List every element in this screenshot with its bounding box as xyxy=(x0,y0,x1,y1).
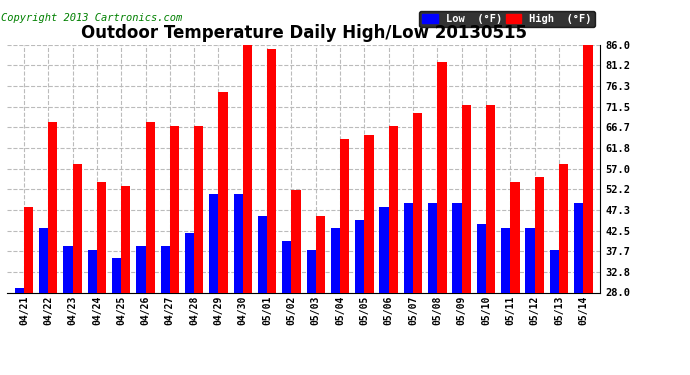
Bar xyxy=(525,228,535,375)
Bar xyxy=(316,216,325,375)
Bar xyxy=(161,246,170,375)
Bar xyxy=(404,203,413,375)
Bar xyxy=(486,105,495,375)
Bar xyxy=(428,203,437,375)
Bar xyxy=(258,216,267,375)
Bar xyxy=(559,165,568,375)
Bar xyxy=(501,228,511,375)
Bar xyxy=(170,126,179,375)
Bar xyxy=(137,246,146,375)
Bar xyxy=(48,122,57,375)
Legend: Low  (°F), High  (°F): Low (°F), High (°F) xyxy=(419,10,595,27)
Bar xyxy=(535,177,544,375)
Bar xyxy=(243,45,252,375)
Bar xyxy=(511,182,520,375)
Bar xyxy=(331,228,340,375)
Bar xyxy=(437,62,446,375)
Bar xyxy=(282,241,291,375)
Bar xyxy=(39,228,48,375)
Bar xyxy=(219,92,228,375)
Bar xyxy=(477,224,486,375)
Text: Copyright 2013 Cartronics.com: Copyright 2013 Cartronics.com xyxy=(1,13,182,23)
Bar xyxy=(355,220,364,375)
Bar xyxy=(574,203,583,375)
Bar xyxy=(291,190,301,375)
Bar xyxy=(388,126,398,375)
Bar xyxy=(380,207,388,375)
Bar xyxy=(72,165,82,375)
Bar xyxy=(583,45,593,375)
Bar xyxy=(453,203,462,375)
Bar xyxy=(306,250,316,375)
Bar xyxy=(413,113,422,375)
Bar xyxy=(233,194,243,375)
Bar xyxy=(209,194,219,375)
Bar xyxy=(112,258,121,375)
Bar xyxy=(364,135,374,375)
Bar xyxy=(146,122,155,375)
Bar xyxy=(462,105,471,375)
Bar xyxy=(14,288,24,375)
Title: Outdoor Temperature Daily High/Low 20130515: Outdoor Temperature Daily High/Low 20130… xyxy=(81,24,526,42)
Bar xyxy=(267,49,277,375)
Bar xyxy=(63,246,72,375)
Bar xyxy=(185,233,194,375)
Bar xyxy=(121,186,130,375)
Bar xyxy=(24,207,33,375)
Bar xyxy=(97,182,106,375)
Bar xyxy=(550,250,559,375)
Bar xyxy=(340,139,349,375)
Bar xyxy=(194,126,204,375)
Bar xyxy=(88,250,97,375)
